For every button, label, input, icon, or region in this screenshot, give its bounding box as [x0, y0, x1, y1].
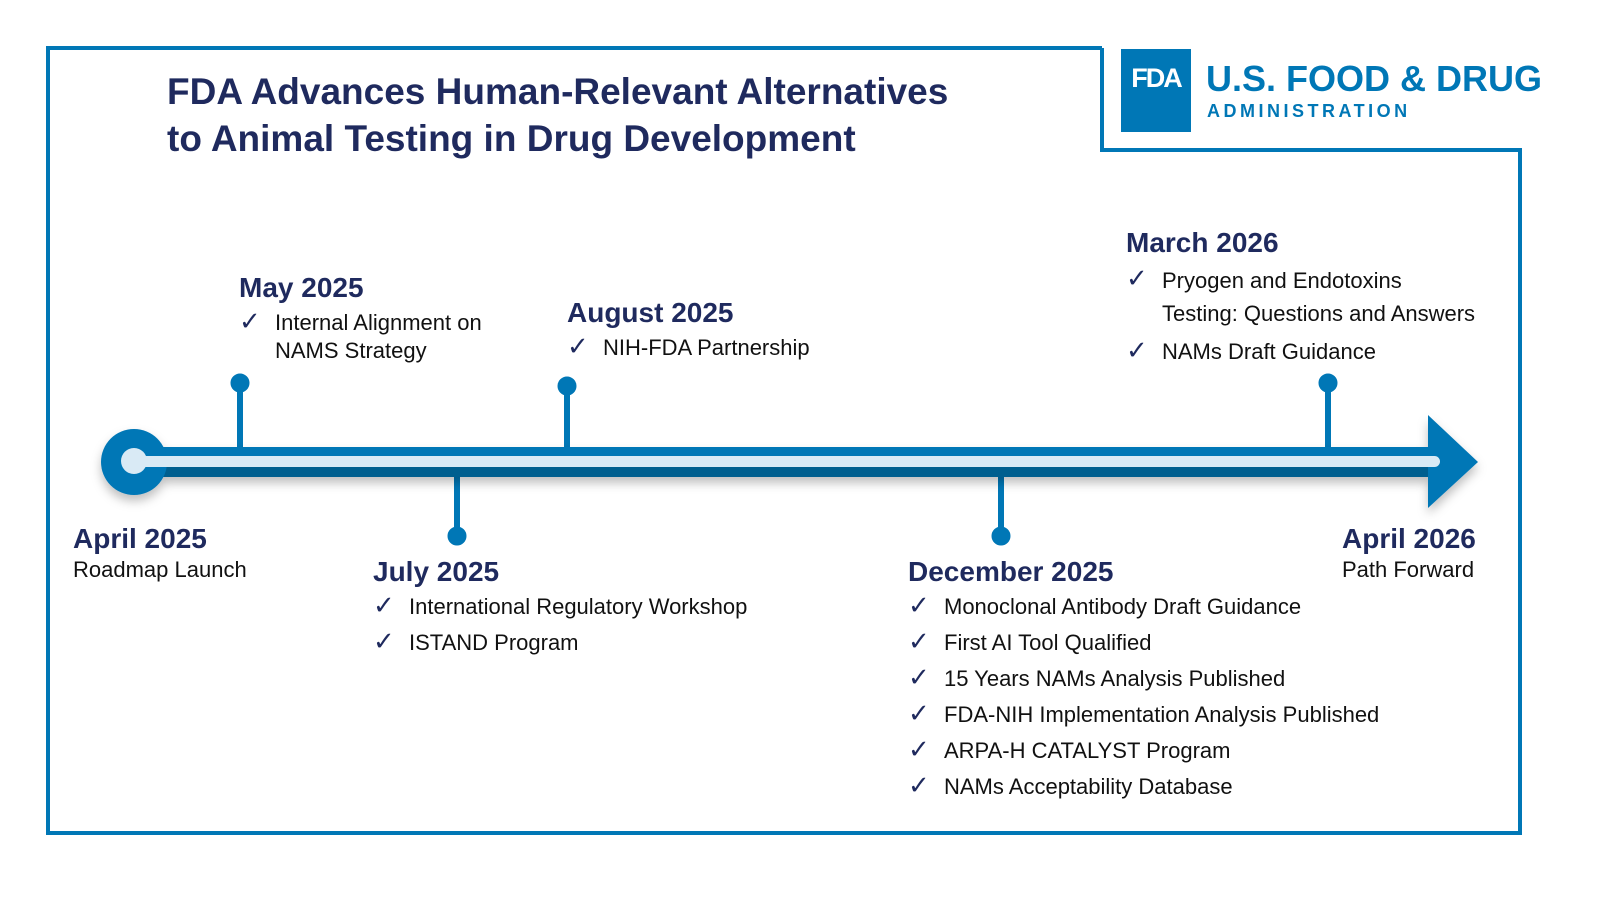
- event-item: ✓ International Regulatory Workshop: [373, 590, 748, 621]
- event-december-2025: December 2025 ✓ Monoclonal Antibody Draft…: [908, 555, 1379, 809]
- fda-logo-mark: FDA: [1121, 49, 1191, 132]
- title-line-1: FDA Advances Human-Relevant Alternatives: [167, 71, 949, 112]
- item-text: Internal Alignment on: [275, 310, 482, 335]
- event-item: ✓ Pryogen and Endotoxins Testing: Question…: [1126, 263, 1476, 330]
- event-item: ✓ FDA-NIH Implementation Analysis Publish…: [908, 698, 1380, 729]
- event-item: ✓ NAMs Draft Guidance: [1126, 335, 1475, 366]
- item-text: NAMs Acceptability Database: [944, 774, 1233, 799]
- event-april-2025: April 2025 Roadmap Launch: [73, 522, 247, 584]
- event-august-2025: August 2025 ✓ NIH-FDA Partnership: [567, 296, 810, 370]
- check-icon: ✓: [239, 306, 261, 336]
- event-date: December 2025: [908, 556, 1114, 587]
- item-text: 15 Years NAMs Analysis Published: [944, 666, 1286, 691]
- stem-dec: [991, 470, 1011, 546]
- page-title: FDA Advances Human-Relevant Alternatives…: [167, 68, 948, 162]
- check-icon: ✓: [373, 590, 395, 620]
- fda-logo-sub: ADMINISTRATION: [1207, 101, 1411, 121]
- frame-border: [46, 46, 1522, 835]
- event-item: ✓ NAMs Acceptability Database: [908, 770, 1379, 801]
- item-text: First AI Tool Qualified: [944, 630, 1152, 655]
- stem-mar: [1318, 373, 1338, 450]
- item-text: NAMs Draft Guidance: [1162, 339, 1376, 364]
- stem-jul: [447, 470, 467, 546]
- item-text: NIH-FDA Partnership: [603, 335, 810, 360]
- check-icon: ✓: [908, 662, 930, 692]
- arrowhead: [1428, 415, 1478, 508]
- event-date: August 2025: [567, 297, 734, 328]
- stem-aug: [557, 376, 577, 450]
- check-icon: ✓: [908, 698, 930, 728]
- event-date: April 2026: [1342, 523, 1476, 554]
- item-text: FDA-NIH Implementation Analysis Publishe…: [944, 702, 1380, 727]
- event-july-2025: July 2025 ✓ International Regulatory Work…: [373, 555, 747, 665]
- event-item: ✓ ARPA-H CATALYST Program: [908, 734, 1379, 765]
- stem-may: [230, 373, 250, 450]
- fda-logo-name: U.S. FOOD & DRUG: [1206, 58, 1543, 99]
- event-item: ✓ First AI Tool Qualified: [908, 626, 1379, 657]
- check-icon: ✓: [908, 770, 930, 800]
- check-icon: ✓: [908, 590, 930, 620]
- check-icon: ✓: [567, 331, 589, 361]
- event-item: ✓ ISTAND Program: [373, 626, 747, 657]
- item-text: ARPA-H CATALYST Program: [944, 738, 1231, 763]
- event-item: ✓ Internal Alignment on NAMS Strategy: [239, 306, 482, 365]
- item-text: Testing: Questions and Answers: [1162, 301, 1476, 326]
- event-date: May 2025: [239, 272, 364, 303]
- check-icon: ✓: [908, 734, 930, 764]
- event-date: April 2025: [73, 523, 207, 554]
- item-text: Pryogen and Endotoxins: [1162, 268, 1402, 293]
- event-date: March 2026: [1126, 227, 1279, 258]
- item-text: Monoclonal Antibody Draft Guidance: [944, 594, 1302, 619]
- event-item: ✓ NIH-FDA Partnership: [567, 331, 810, 362]
- event-item: ✓ Monoclonal Antibody Draft Guidance: [908, 590, 1379, 621]
- check-icon: ✓: [1126, 335, 1148, 365]
- check-icon: ✓: [1126, 263, 1148, 293]
- event-may-2025: May 2025 ✓ Internal Alignment on NAMS Stra…: [239, 271, 482, 365]
- event-item: ✓ 15 Years NAMs Analysis Published: [908, 662, 1379, 693]
- item-text: ISTAND Program: [409, 630, 579, 655]
- item-text: International Regulatory Workshop: [409, 594, 748, 619]
- check-icon: ✓: [908, 626, 930, 656]
- item-text: NAMS Strategy: [275, 338, 427, 363]
- check-icon: ✓: [373, 626, 395, 656]
- event-march-2026: March 2026 ✓ Pryogen and Endotoxins Testin…: [1126, 226, 1475, 374]
- event-desc: Path Forward: [1342, 557, 1475, 582]
- event-date: July 2025: [373, 556, 500, 587]
- event-april-2026: April 2026 Path Forward: [1342, 522, 1476, 584]
- event-desc: Roadmap Launch: [73, 557, 247, 582]
- title-line-2: to Animal Testing in Drug Development: [167, 118, 856, 159]
